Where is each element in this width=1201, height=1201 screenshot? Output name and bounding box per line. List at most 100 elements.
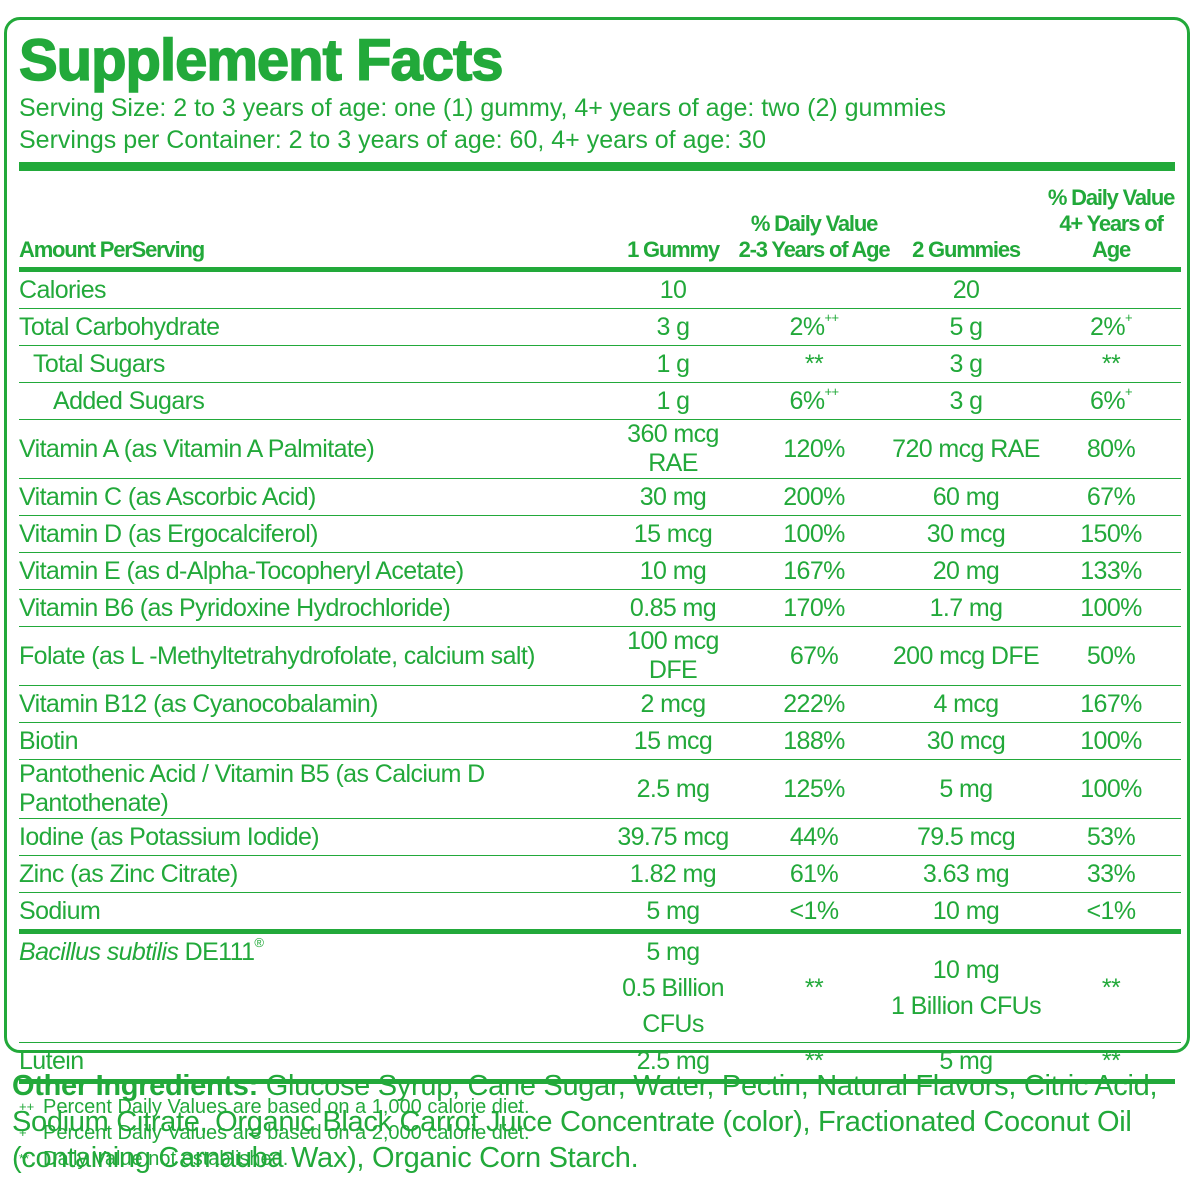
amount-1-gummy: 2.5 mg: [609, 759, 737, 819]
dv-4plus: 2%+: [1041, 308, 1181, 346]
amount-1-gummy: 5 mg: [609, 892, 737, 932]
dv-2-3: **: [737, 1042, 891, 1079]
dv-4plus: 6%+: [1041, 382, 1181, 420]
nutrient-name: Total Carbohydrate: [19, 308, 609, 346]
nutrient-name: Iodine (as Potassium Iodide): [19, 818, 609, 856]
table-row: Biotin 15 mcg 188% 30 mcg 100%: [19, 722, 1181, 760]
amount-2-gummies: 79.5 mcg: [891, 818, 1041, 856]
amount-2-gummies: 5 g: [891, 308, 1041, 346]
amount-1-gummy: 0.85 mg: [609, 589, 737, 627]
amount-2-gummies: 20 mg: [891, 552, 1041, 590]
nutrient-name: Biotin: [19, 722, 609, 760]
dv-2-3: **: [737, 345, 891, 383]
dv-2-3: 61%: [737, 855, 891, 893]
header-dv-4plus: % Daily Value 4+ Years of Age: [1047, 185, 1175, 262]
amount-1-gummy: 10 mg: [609, 552, 737, 590]
nutrient-name: Added Sugars: [19, 382, 609, 420]
nutrient-name: Calories: [19, 267, 609, 309]
nutrient-name: Sodium: [19, 892, 609, 932]
dv-4plus: **: [1041, 345, 1181, 383]
other-ingredients: Other Ingredients: Glucose Syrup, Cane S…: [12, 1068, 1187, 1176]
amount-2-gummies: 30 mcg: [891, 515, 1041, 553]
thick-divider: [19, 162, 1175, 171]
footnote: ++ Percent Daily Values are based on a 1,…: [19, 1096, 530, 1118]
amount-1-gummy: 15 mcg: [609, 722, 737, 760]
amount-1-gummy: 1 g: [609, 382, 737, 420]
amount-2-gummies: 200 mcg DFE: [891, 626, 1041, 686]
dv-4plus: 100%: [1041, 722, 1181, 760]
amount-2-gummies: 30 mcg: [891, 722, 1041, 760]
dv-4plus: **: [1041, 1042, 1181, 1079]
dv-2-3: 6%++: [737, 382, 891, 420]
amount-1-gummy: 1.82 mg: [609, 855, 737, 893]
nutrient-name: Zinc (as Zinc Citrate): [19, 855, 609, 893]
dv-4plus: 53%: [1041, 818, 1181, 856]
dv-4plus: <1%: [1041, 892, 1181, 932]
nutrient-table: Amount PerServing 1 Gummy % Daily Value 2…: [19, 171, 1181, 1079]
other-ingredients-text: Glucose Syrup, Cane Sugar, Water, Pectin…: [12, 1070, 1158, 1174]
amount-2-gummies: 3.63 mg: [891, 855, 1041, 893]
footnote: ** Daily Value not established.: [19, 1148, 289, 1170]
table-row: Zinc (as Zinc Citrate) 1.82 mg 61% 3.63 mg 3…: [19, 855, 1181, 893]
dv-4plus: **: [1041, 929, 1181, 1043]
footnote-divider: [19, 1079, 1175, 1084]
nutrient-name: Vitamin B6 (as Pyridoxine Hydrochloride): [19, 589, 609, 627]
amount-2-gummies: 3 g: [891, 382, 1041, 420]
table-row: Vitamin A (as Vitamin A Palmitate) 360 mc…: [19, 419, 1181, 479]
nutrient-name: Pantothenic Acid / Vitamin B5 (as Calciu…: [19, 759, 609, 819]
amount-2-gummies: 10 mg 1 Billion CFUs: [891, 929, 1042, 1043]
table-row: Pantothenic Acid / Vitamin B5 (as Calciu…: [19, 759, 1181, 819]
nutrient-name: Vitamin C (as Ascorbic Acid): [19, 478, 609, 516]
page-title: Supplement Facts: [18, 28, 504, 93]
amount-1-gummy: 3 g: [609, 308, 737, 346]
dv-2-3: 222%: [737, 685, 891, 723]
table-row: Added Sugars 1 g 6%++ 3 g 6%+: [19, 382, 1181, 420]
dv-2-3: 125%: [737, 759, 891, 819]
servings-per-container: Servings per Container: 2 to 3 years of …: [19, 126, 766, 154]
header-amount: Amount PerServing: [19, 237, 205, 262]
dv-4plus: 50%: [1041, 626, 1181, 686]
table-row: Vitamin E (as d-Alpha-Tocopheryl Acetate…: [19, 552, 1181, 590]
nutrient-name: Vitamin D (as Ergocalciferol): [19, 515, 609, 553]
dv-2-3: 167%: [737, 552, 891, 590]
dv-2-3: 100%: [737, 515, 891, 553]
nutrient-name: Folate (as L -Methyltetrahydrofolate, ca…: [19, 626, 609, 686]
table-row: Folate (as L -Methyltetrahydrofolate, ca…: [19, 626, 1181, 686]
table-row-lutein: Lutein 2.5 mg ** 5 mg **: [19, 1042, 1181, 1079]
header-1-gummy: 1 Gummy: [627, 237, 720, 262]
amount-2-gummies: 4 mcg: [891, 685, 1041, 723]
dv-4plus: 67%: [1041, 478, 1181, 516]
dv-2-3: [737, 267, 891, 309]
dv-2-3: **: [737, 929, 891, 1043]
nutrient-name: Total Sugars: [19, 345, 609, 383]
dv-2-3: 2%++: [737, 308, 891, 346]
dv-4plus: 100%: [1041, 759, 1181, 819]
table-row: Iodine (as Potassium Iodide) 39.75 mcg 44%…: [19, 818, 1181, 856]
dv-2-3: 44%: [737, 818, 891, 856]
nutrient-name: Vitamin B12 (as Cyanocobalamin): [19, 685, 609, 723]
dv-4plus: 150%: [1041, 515, 1181, 553]
amount-1-gummy: 30 mg: [609, 478, 737, 516]
dv-4plus: 80%: [1041, 419, 1181, 479]
footnote: + Percent Daily Values are based on a 2,0…: [19, 1122, 530, 1144]
amount-2-gummies: 5 mg: [891, 759, 1041, 819]
nutrient-name: Vitamin E (as d-Alpha-Tocopheryl Acetate…: [19, 552, 609, 590]
table-row: Vitamin B6 (as Pyridoxine Hydrochloride)…: [19, 589, 1181, 627]
table-row: Vitamin B12 (as Cyanocobalamin) 2 mcg 222%…: [19, 685, 1181, 723]
amount-1-gummy: 2.5 mg: [609, 1042, 737, 1079]
amount-1-gummy: 10: [609, 267, 737, 309]
header-dv-2-3: % Daily Value 2-3 Years of Age: [738, 211, 891, 262]
amount-2-gummies: 720 mcg RAE: [891, 419, 1041, 479]
dv-4plus: 167%: [1041, 685, 1181, 723]
amount-1-gummy: 2 mcg: [609, 685, 737, 723]
dv-4plus: 33%: [1041, 855, 1181, 893]
dv-2-3: 200%: [737, 478, 891, 516]
dv-4plus: 100%: [1041, 589, 1181, 627]
amount-1-gummy: 15 mcg: [609, 515, 737, 553]
dv-4plus: 133%: [1041, 552, 1181, 590]
nutrient-name: Bacillus subtilis DE111®: [19, 929, 609, 1043]
amount-2-gummies: 3 g: [891, 345, 1041, 383]
amount-2-gummies: 1.7 mg: [891, 589, 1041, 627]
dv-2-3: 67%: [737, 626, 891, 686]
table-row: Vitamin D (as Ergocalciferol) 15 mcg 100% 3…: [19, 515, 1181, 553]
